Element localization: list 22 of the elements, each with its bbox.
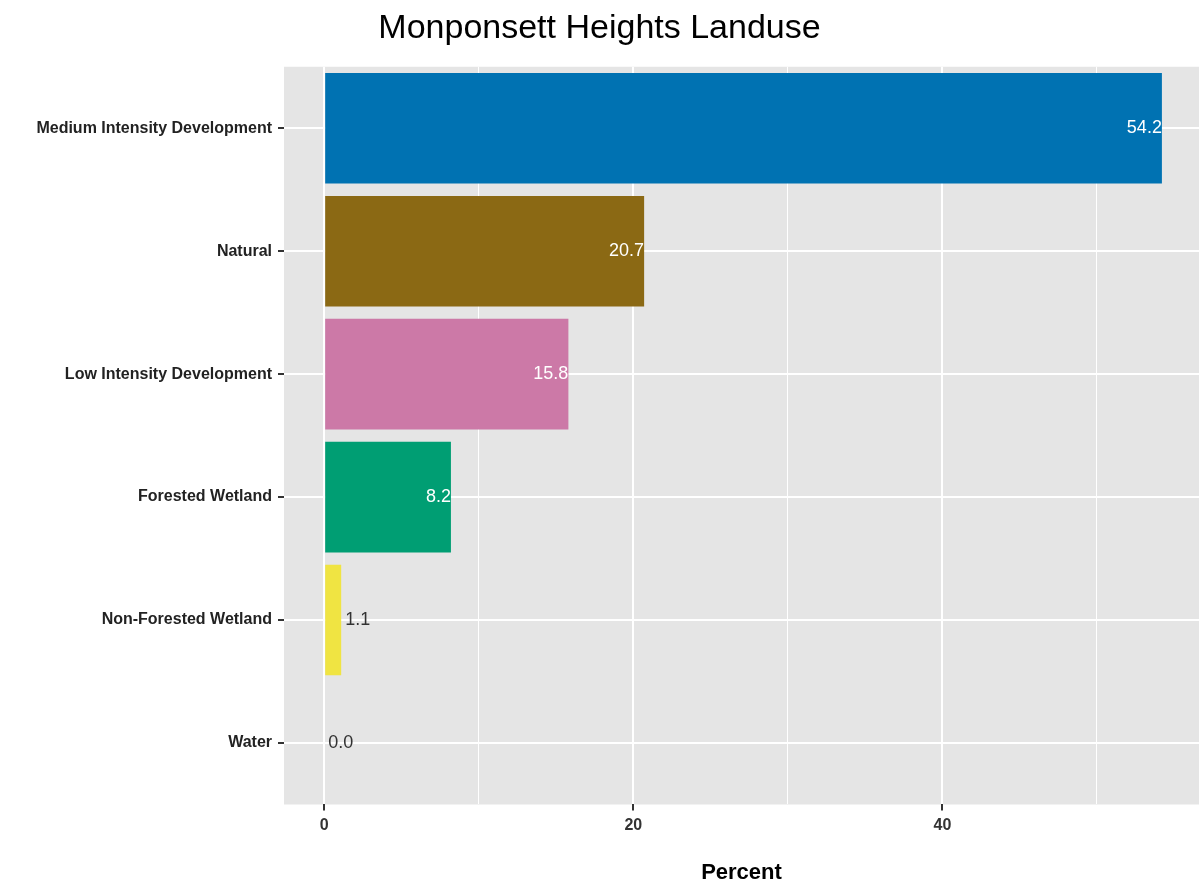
data-label: 0.0 bbox=[328, 731, 354, 752]
chart-title: Monponsett Heights Landuse bbox=[378, 6, 821, 45]
x-axis-title: Percent bbox=[701, 858, 783, 884]
x-tick-label: 40 bbox=[933, 816, 952, 834]
data-label: 8.2 bbox=[425, 486, 451, 507]
y-tick-label: Natural bbox=[216, 241, 272, 259]
bar bbox=[325, 195, 645, 307]
data-label: 1.1 bbox=[345, 608, 371, 629]
x-tick-label: 20 bbox=[624, 816, 643, 834]
y-tick-label: Medium Intensity Development bbox=[36, 118, 273, 136]
x-tick-label: 0 bbox=[319, 816, 329, 834]
data-label: 20.7 bbox=[609, 240, 645, 261]
data-label: 54.2 bbox=[1126, 117, 1162, 138]
bar bbox=[325, 441, 451, 553]
y-tick-label: Low Intensity Development bbox=[64, 364, 273, 382]
y-tick-label: Water bbox=[228, 733, 272, 751]
bar bbox=[325, 318, 569, 430]
y-tick-label: Forested Wetland bbox=[138, 487, 272, 505]
y-tick-label: Non-Forested Wetland bbox=[101, 610, 272, 628]
bar bbox=[325, 564, 342, 676]
data-label: 15.8 bbox=[533, 363, 569, 384]
bar bbox=[325, 72, 1162, 184]
